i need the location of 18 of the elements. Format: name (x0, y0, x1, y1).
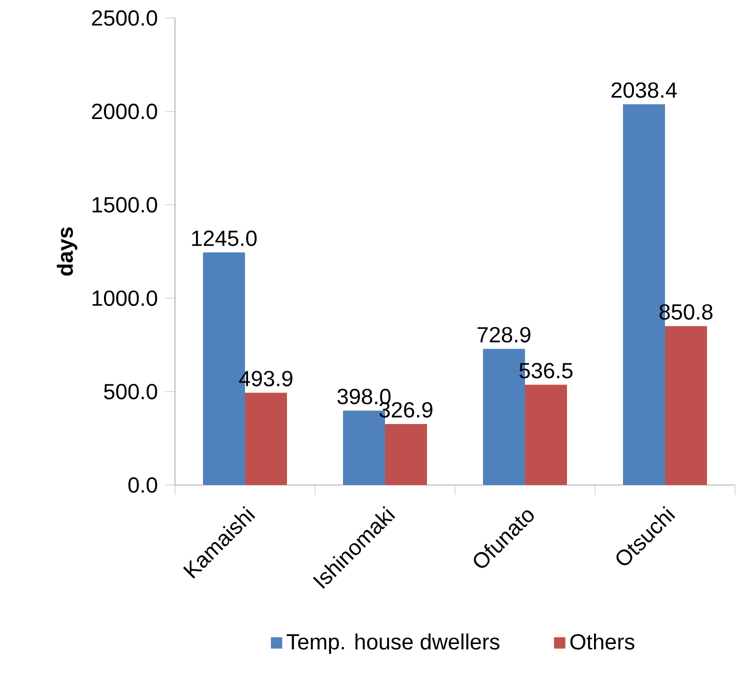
y-tick-label: 1500.0 (92, 197, 158, 213)
y-tick-label: 1000.0 (92, 290, 158, 306)
legend-label: Others (570, 633, 634, 650)
y-axis-title: days (56, 227, 78, 276)
y-tick-label: 2500.0 (92, 10, 158, 26)
y-tick-label: 500.0 (104, 384, 158, 400)
bar (525, 384, 567, 485)
data-label: 1245.0 (192, 230, 257, 246)
y-tick-label: 0.0 (128, 477, 158, 493)
y-tick-label: 2000.0 (92, 104, 158, 120)
data-label: 398.0 (337, 388, 391, 404)
bar (245, 392, 287, 485)
data-label: 2038.4 (612, 82, 677, 98)
bar (665, 326, 708, 485)
bar (385, 424, 427, 485)
data-label: 728.9 (478, 326, 530, 342)
legend-label: Temp. house dwellers (286, 633, 500, 654)
data-label: 326.9 (379, 402, 432, 418)
